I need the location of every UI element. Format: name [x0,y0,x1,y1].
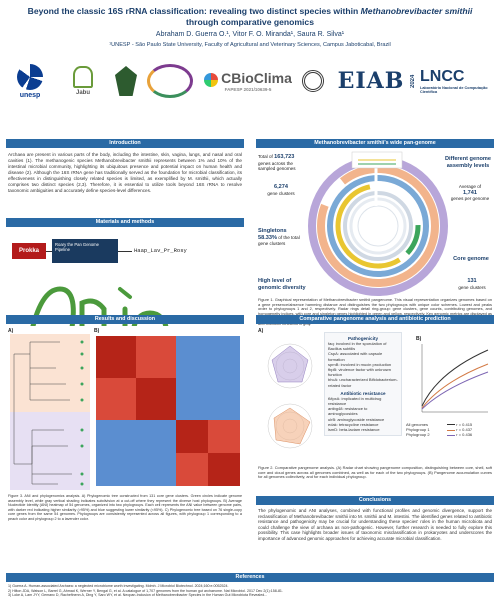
legend-entry: Phylogroup 2 r = 0.436 [406,432,473,438]
list-item: fbpB: virulence factor with unknown func… [328,367,391,378]
unesp-emblem-icon [17,63,43,90]
cbioclima-logo: CBioClima FAPESP 2021/10639-5 [198,60,298,102]
fcav-logo [112,60,140,102]
cbioclima-globe-icon [204,72,219,87]
haap-tool: Haap_Lav_Pr_Rosy [134,247,187,254]
title-subtext: through comparative genomics [186,17,314,27]
comparative-caption: Figure 2. Comparative pangenome analysis… [258,465,492,480]
authors: Abraham D. Guerra O.¹, Vitor F. O. Miran… [155,31,345,38]
arrow-icon [118,251,132,252]
stat-core-genome: Core genome [453,256,489,262]
conclusions-heading: Conclusions [256,496,494,505]
list-item: antbg48: resistance to aminoglycosides [328,406,368,417]
comparative-figure: A) B) Pathogenicity faq: involved in the… [256,326,494,464]
list-item: lsmD: beta-lactam resistance [328,427,380,433]
pangenome-ring-chart [308,151,448,296]
accumulation-legend: All genomes r = 0.415 Phylogroup 1 r = 0… [406,422,490,438]
results-panel-a-label: A) [8,328,14,334]
antibiotic-title: Antibiotic resistance [340,390,386,396]
reference-item: 1) Guerra A. Human-associated Archaea: a… [8,584,229,588]
stat-singletons: Singletons 58.33% of the total gene clust… [258,228,300,247]
roary-logo: Roary the Pan Genome Pipeline [52,239,118,263]
fcav-shield-icon [115,66,137,96]
introduction-heading: Introduction [6,139,244,148]
unesp-logo: unesp [8,60,52,102]
comparative-heading: Comparative pangenome analysis and antib… [256,315,494,324]
jabu-emblem-icon [73,66,93,88]
list-item: edak: tetracycline resistance [328,421,379,427]
arrow-icon [46,251,52,252]
title-species: Methanobrevibacter smithii [360,6,473,16]
seal-logo [300,60,326,102]
eiab-logo: EIAB [330,60,412,102]
introduction-text: Archaea are present in various parts of … [8,152,242,193]
eiab-year: 2024 [410,74,416,88]
phylogenomic-tree [10,334,90,490]
lncc-logo: LNCC Laboratório Nacional de Computação … [420,60,496,102]
stat-diversity: High level of genomic diversity [258,278,306,291]
cbioclima-text: CBioClima [221,70,292,87]
legend-entry: Phylogroup 1 r = 0.437 [406,427,473,433]
reference-item: 2) Hilton JDA, Watson L, Barrel G, Ahmad… [8,588,283,593]
comparative-panel-b-label: B) [416,336,422,342]
references-heading: References [6,573,494,582]
unesp-logo-text: unesp [19,91,41,99]
affiliation: ¹UNESP - São Paulo State University, Fac… [109,42,391,48]
stat-assembly-levels: Different genome assembly levels [445,156,491,169]
list-item: faq: involved in the sporulation of Baci… [328,341,387,352]
stat-clusters: 6,274 gene clusters [267,184,295,196]
comparative-panel-a-label: A) [258,328,264,334]
list-item: CspA: associated with capsule formation [328,351,383,362]
cbioclima-subtext: FAPESP 2021/10639-5 [224,86,272,92]
references-list: 1) Guerra A. Human-associated Archaea: a… [8,584,492,598]
poster-header: Beyond the classic 16S rRNA classificati… [0,0,500,120]
results-figure: A) B) [6,326,244,492]
ani-heatmap [96,336,240,486]
lncc-text: LNCC [420,67,465,85]
gene-annotation-box: Pathogenicity faq: involved in the sporu… [324,332,402,437]
list-item: bhcA: uncharacterized Bifidobacterium-re… [328,377,398,388]
prokka-logo: Prokka [12,243,46,259]
lab-emblem-icon [147,64,193,98]
stat-average-genes: Average of 1,741 genes per genome [450,184,490,202]
pangenome-heading: Methanobrevibacter smithii's wide pan-ge… [256,139,494,148]
accumulation-curve-chart [421,344,489,413]
lab-logo [144,60,196,102]
eiab-text: EIAB [337,68,405,94]
jabu-logo: Jabu [60,60,106,102]
list-item: ulrB: aminoglycoside resistance [328,416,385,422]
legend-entry: All genomes r = 0.415 [406,422,473,427]
poster-title: Beyond the classic 16S rRNA classificati… [20,6,480,28]
stat-total-genes: Total of 163,723 genes across the sample… [258,154,296,172]
radar-charts [267,343,313,449]
methods-heading: Materials and methods [6,218,244,227]
stat-core-clusters: 131 gene clusters [458,278,486,290]
list-item: tMpxA: implicated in multidrug resistanc… [328,395,382,407]
results-caption: Figure 3. ANI and phylogenomics analysis… [8,494,242,521]
list-item: sprnB: involved in mucin production [328,361,392,367]
lncc-subtext: Laboratório Nacional de Computação Cient… [420,85,488,95]
pathogenicity-title: Pathogenicity [347,336,379,341]
reference-item: 3) Loke A, Lam JYY, Gemanc D, Rachefinen… [8,593,268,598]
pangenome-figure: Total of 163,723 genes across the sample… [256,150,494,296]
seal-emblem-icon [302,70,324,92]
jabu-logo-text: Jabu [75,90,90,96]
conclusions-text: The phylogenomic and ANI analyses, combi… [258,508,492,541]
title-text: Beyond the classic 16S rRNA classificati… [27,6,361,16]
results-heading: Results and discussion [6,315,244,324]
results-panel-b-label: B) [94,328,100,334]
